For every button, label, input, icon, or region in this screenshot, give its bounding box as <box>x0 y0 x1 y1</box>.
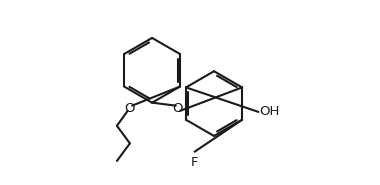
Text: F: F <box>191 156 198 169</box>
Text: O: O <box>125 102 135 115</box>
Text: O: O <box>173 102 183 115</box>
Text: OH: OH <box>260 105 280 118</box>
